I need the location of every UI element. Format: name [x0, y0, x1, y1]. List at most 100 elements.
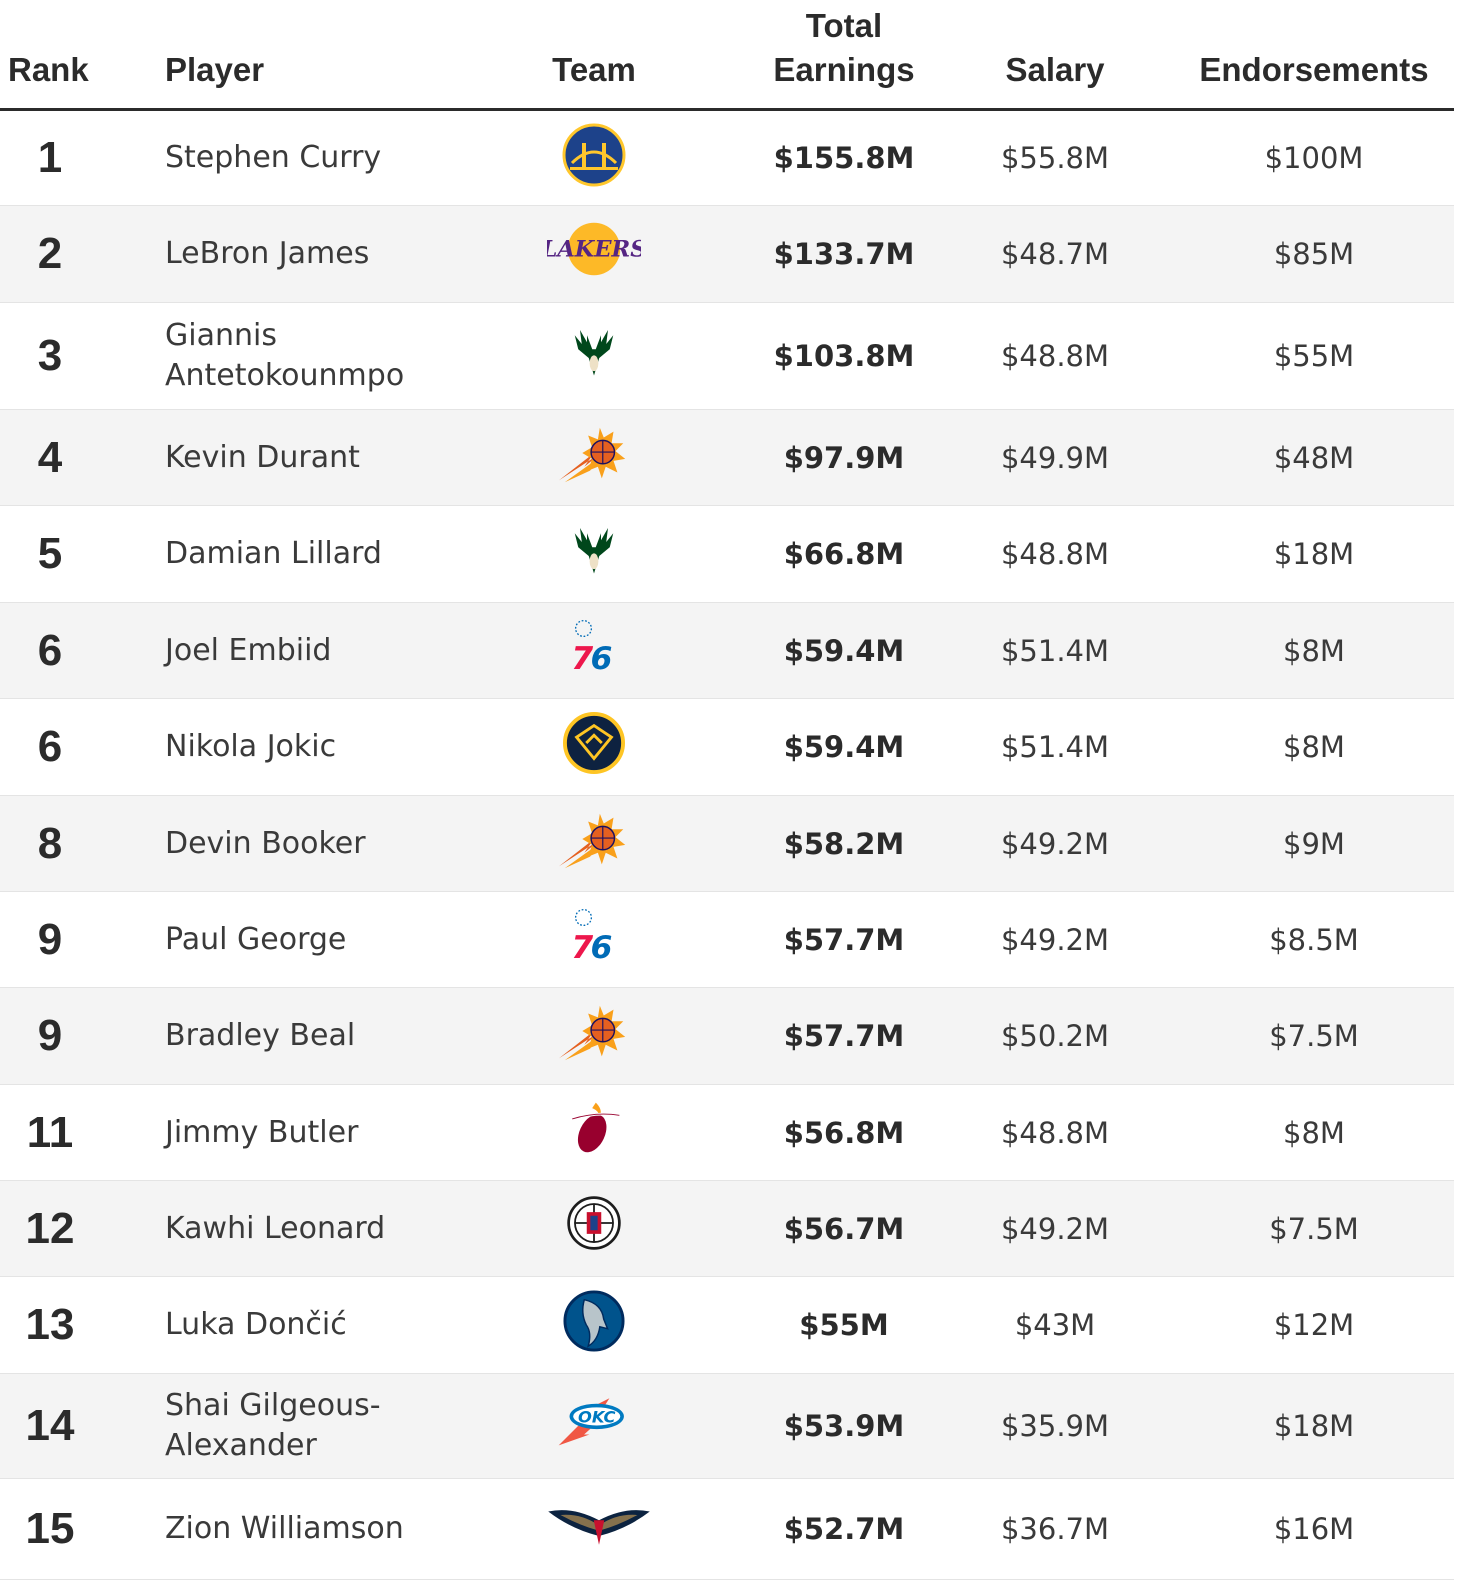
salary-cell: $36.7M — [1000, 1512, 1110, 1546]
total-earnings-cell: $155.8M — [773, 141, 915, 175]
player-name: Bradley Beal — [165, 1018, 356, 1053]
table-header: Rank Player Team Total Earnings Salary E… — [0, 0, 1454, 111]
rank-cell: 9 — [37, 914, 63, 964]
team-logo-cell — [544, 1494, 644, 1564]
endorsements-cell: $85M — [1273, 237, 1355, 271]
total-earnings-cell: $57.7M — [783, 1019, 905, 1053]
player-name: Devin Booker — [165, 825, 366, 861]
76ers-logo — [566, 616, 622, 676]
table-row: 11 Jimmy Butler $56.8M $48.8M $8M — [0, 1085, 1454, 1181]
total-earnings-cell: $56.7M — [783, 1211, 905, 1246]
header-rank: Rank — [8, 51, 89, 88]
table-row: 12 Kawhi Leonard $56.7M $49.2M $7.5M — [0, 1181, 1454, 1277]
team-logo-cell — [544, 905, 644, 975]
team-logo-cell — [544, 321, 644, 391]
header-total-earnings: Total Earnings — [773, 4, 914, 92]
team-logo-cell — [544, 712, 644, 782]
player-name: Jimmy Butler — [165, 1114, 359, 1150]
rank-cell: 6 — [37, 722, 63, 771]
header-player: Player — [165, 51, 265, 88]
table-row: 1 Stephen Curry $155.8M $55.8M $100M — [0, 111, 1454, 206]
table-row: 13 Luka Dončić $55M $43M $12M — [0, 1277, 1454, 1374]
player-name: Kawhi Leonard — [165, 1210, 386, 1246]
table-row: 2 LeBron James $133.7M $48.7M $85M — [0, 206, 1454, 303]
team-logo-cell — [544, 1290, 644, 1360]
player-name: Damian Lillard — [165, 536, 382, 571]
endorsements-cell: $16M — [1273, 1512, 1355, 1546]
salary-cell: $49.2M — [1000, 1211, 1110, 1246]
header-total-line1: Total — [805, 7, 883, 44]
total-earnings-cell: $59.4M — [783, 633, 905, 668]
bucks-logo — [566, 321, 622, 381]
total-earnings-cell: $59.4M — [783, 730, 905, 764]
endorsements-cell: $55M — [1273, 339, 1355, 373]
table-row: 9 Paul George $57.7M $49.2M $8.5M — [0, 892, 1454, 988]
player-name: Nikola Jokic — [165, 729, 337, 764]
salary-cell: $49.2M — [1000, 826, 1110, 861]
salary-cell: $48.8M — [1000, 1115, 1110, 1150]
endorsements-cell: $8M — [1283, 633, 1345, 668]
table-row: 3 Giannis Antetokounmpo $103.8M $48.8M $55M — [0, 303, 1454, 410]
endorsements-cell: $100M — [1264, 141, 1364, 175]
salary-cell: $48.7M — [1000, 237, 1110, 271]
thunder-logo — [552, 1391, 636, 1449]
clippers-logo — [565, 1194, 623, 1252]
team-logo-cell — [544, 1098, 644, 1168]
total-earnings-cell: $133.7M — [773, 237, 915, 271]
player-name: Kevin Durant — [165, 439, 360, 475]
salary-cell: $55.8M — [1000, 141, 1110, 175]
rank-cell: 12 — [25, 1203, 75, 1253]
salary-cell: $35.9M — [1000, 1409, 1110, 1443]
salary-cell: $48.8M — [1000, 537, 1110, 571]
table-row: 6 Joel Embiid $59.4M $51.4M $8M — [0, 603, 1454, 699]
player-name: Giannis Antetokounmpo — [165, 318, 405, 393]
endorsements-cell: $18M — [1273, 537, 1355, 571]
total-earnings-cell: $103.8M — [773, 339, 915, 373]
header-total-line2: Earnings — [773, 51, 915, 88]
team-logo-cell — [544, 519, 644, 589]
rank-cell: 4 — [37, 432, 63, 482]
suns-logo — [555, 423, 633, 487]
nuggets-logo — [563, 712, 625, 774]
salary-cell: $49.2M — [1000, 922, 1110, 957]
player-name: Luka Dončić — [165, 1307, 347, 1342]
team-logo-cell — [544, 809, 644, 879]
table-row: 6 Nikola Jokic $59.4M $51.4M $8M — [0, 699, 1454, 796]
player-name: Zion Williamson — [165, 1511, 404, 1546]
player-name: Shai Gilgeous-Alexander — [165, 1388, 381, 1463]
endorsements-cell: $12M — [1273, 1308, 1355, 1342]
table-row: 14 Shai Gilgeous-Alexander $53.9M $35.9M $18… — [0, 1374, 1454, 1479]
total-earnings-cell: $66.8M — [783, 537, 905, 571]
rank-cell: 6 — [37, 625, 63, 675]
rank-cell: 1 — [37, 133, 63, 182]
endorsements-cell: $18M — [1273, 1409, 1355, 1443]
player-name: LeBron James — [165, 236, 370, 271]
endorsements-cell: $8M — [1283, 1115, 1345, 1150]
bucks-logo — [566, 519, 622, 579]
lakers-logo — [547, 219, 641, 279]
endorsements-cell: $7.5M — [1269, 1019, 1359, 1053]
heat-logo — [565, 1098, 623, 1158]
endorsements-cell: $7.5M — [1269, 1211, 1359, 1246]
total-earnings-cell: $97.9M — [783, 440, 905, 475]
rank-cell: 9 — [37, 1011, 63, 1060]
table-row: 8 Devin Booker $58.2M $49.2M $9M — [0, 796, 1454, 892]
salary-cell: $48.8M — [1000, 339, 1110, 373]
player-name: Joel Embiid — [165, 632, 332, 668]
salary-cell: $51.4M — [1000, 730, 1110, 764]
table-row: 9 Bradley Beal $57.7M $50.2M $7.5M — [0, 988, 1454, 1085]
salary-cell: $51.4M — [1000, 633, 1110, 668]
endorsements-cell: $8M — [1283, 730, 1345, 764]
header-salary: Salary — [1005, 51, 1105, 88]
total-earnings-cell: $57.7M — [783, 922, 905, 957]
rank-cell: 3 — [37, 331, 63, 380]
endorsements-cell: $9M — [1283, 826, 1345, 861]
salary-cell: $43M — [1014, 1308, 1096, 1342]
header-endorsements: Endorsements — [1199, 51, 1429, 88]
salary-cell: $50.2M — [1000, 1019, 1110, 1053]
endorsements-cell: $48M — [1273, 440, 1355, 475]
salary-cell: $49.9M — [1000, 440, 1110, 475]
team-logo-cell — [544, 1391, 644, 1461]
total-earnings-cell: $55M — [799, 1308, 889, 1342]
